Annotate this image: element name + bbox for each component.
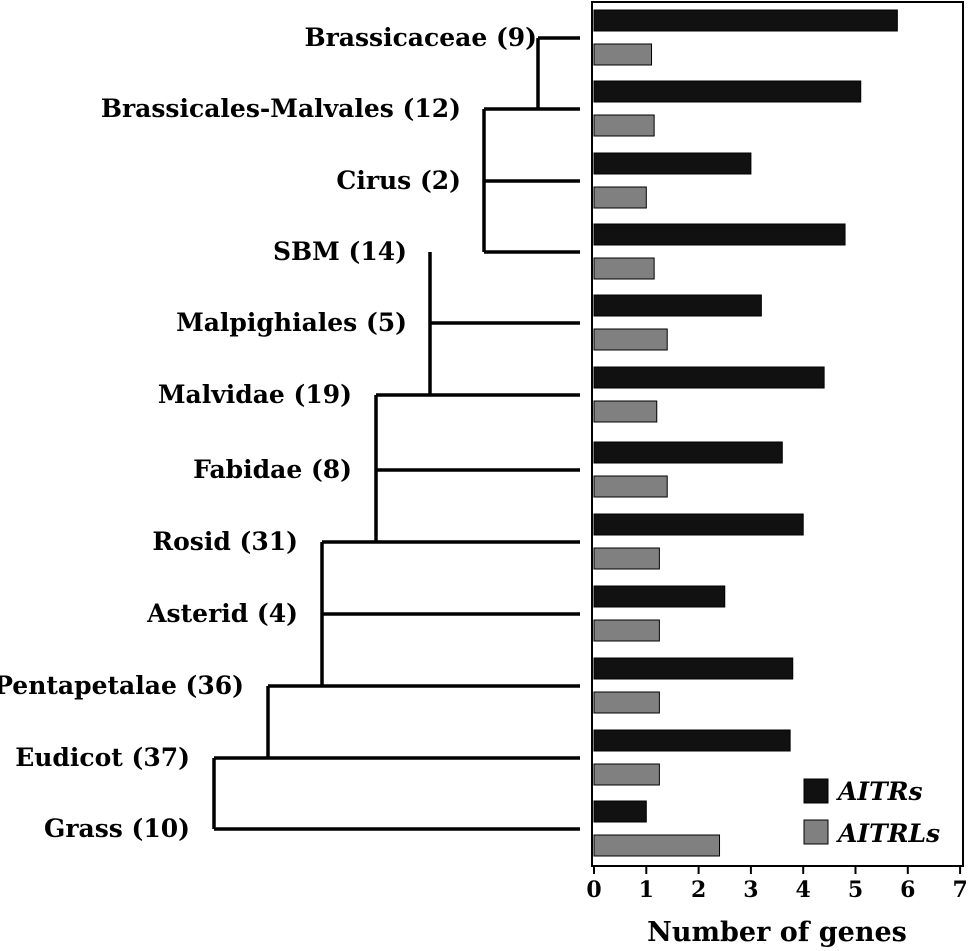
- clade-label-asterid: Asterid (4): [146, 599, 298, 628]
- bar-aitrls-sbm: [593, 257, 655, 280]
- bar-aitrs-asterid: [593, 585, 726, 608]
- legend-swatch-aitrs: [803, 778, 829, 804]
- bar-aitrls-rosid: [593, 547, 660, 570]
- x-tick-label-2: 2: [691, 877, 706, 903]
- x-axis-title: Number of genes: [647, 917, 907, 948]
- plot-frame: [591, 1, 964, 867]
- legend-swatch-aitrls: [803, 819, 829, 845]
- clade-label-fabidae: Fabidae (8): [193, 455, 352, 484]
- bar-aitrs-sbm: [593, 223, 846, 246]
- bar-aitrls-malpighiales: [593, 328, 668, 351]
- x-tick-label-4: 4: [796, 877, 811, 903]
- x-tick-label-1: 1: [639, 877, 654, 903]
- clade-label-grass: Grass (10): [44, 814, 190, 843]
- bar-aitrls-malvidae: [593, 400, 658, 423]
- bar-aitrs-eudicot: [593, 729, 791, 752]
- bar-aitrs-fabidae: [593, 441, 783, 464]
- bar-aitrls-cirus: [593, 186, 647, 209]
- legend-label-aitrls: AITRLs: [836, 819, 940, 848]
- bar-aitrs-cirus: [593, 152, 752, 175]
- phylogenetic-tree: [212, 36, 580, 831]
- bar-aitrs-brassicales-malvales: [593, 80, 862, 103]
- legend-label-aitrs: AITRs: [836, 777, 923, 806]
- bar-aitrls-fabidae: [593, 475, 668, 498]
- bar-aitrs-malvidae: [593, 366, 825, 389]
- bar-aitrls-asterid: [593, 619, 660, 642]
- x-tick-label-6: 6: [900, 877, 915, 903]
- bar-aitrls-grass: [593, 834, 721, 857]
- clade-label-brassicaceae: Brassicaceae (9): [304, 23, 537, 52]
- clade-label-pentapetalae: Pentapetalae (36): [0, 671, 244, 700]
- bar-aitrls-eudicot: [593, 763, 660, 786]
- x-tick-label-3: 3: [743, 877, 758, 903]
- clade-label-cirus: Cirus (2): [336, 166, 461, 195]
- bar-aitrs-pentapetalae: [593, 657, 794, 680]
- bar-aitrs-grass: [593, 800, 647, 823]
- x-tick-label-7: 7: [952, 877, 967, 903]
- x-tick-label-5: 5: [848, 877, 863, 903]
- clade-label-malpighiales: Malpighiales (5): [176, 308, 407, 337]
- clade-label-rosid: Rosid (31): [152, 527, 298, 556]
- bar-aitrls-brassicaceae: [593, 43, 653, 66]
- x-tick-label-0: 0: [586, 877, 601, 903]
- clade-label-brassicales-malvales: Brassicales-Malvales (12): [101, 94, 461, 123]
- clade-label-eudicot: Eudicot (37): [15, 743, 190, 772]
- x-axis: 0 1 2 3 4 5 6 7: [586, 866, 968, 903]
- bar-aitrs-brassicaceae: [593, 9, 898, 32]
- bar-series: [593, 9, 898, 857]
- bar-aitrs-rosid: [593, 513, 804, 536]
- bar-aitrls-brassicales-malvales: [593, 114, 655, 137]
- clade-labels: Brassicaceae (9) Brassicales-Malvales (12…: [0, 23, 537, 843]
- clade-label-malvidae: Malvidae (19): [158, 380, 352, 409]
- legend: AITRs AITRLs: [803, 777, 940, 848]
- clade-label-sbm: SBM (14): [273, 237, 407, 266]
- bar-aitrs-malpighiales: [593, 294, 762, 317]
- bar-aitrls-pentapetalae: [593, 691, 660, 714]
